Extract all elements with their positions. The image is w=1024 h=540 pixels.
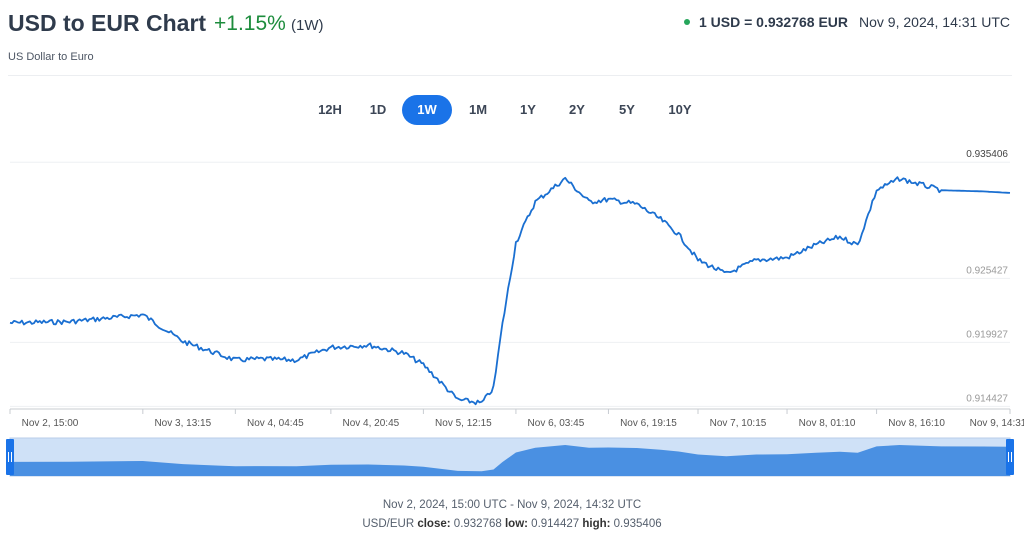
tab-1w[interactable]: 1W bbox=[402, 95, 452, 125]
x-tick-label: Nov 6, 19:15 bbox=[620, 418, 677, 429]
tab-10y[interactable]: 10Y bbox=[668, 102, 692, 117]
x-tick-label: Nov 8, 16:10 bbox=[888, 418, 945, 429]
rate-timestamp: Nov 9, 2024, 14:31 UTC bbox=[859, 14, 1010, 30]
tab-5y[interactable]: 5Y bbox=[619, 102, 635, 117]
page-subtitle: US Dollar to Euro bbox=[8, 51, 94, 63]
tab-12h[interactable]: 12H bbox=[318, 102, 342, 117]
rate-display: 1 USD = 0.932768 EUR Nov 9, 2024, 14:31 … bbox=[683, 14, 1010, 30]
close-value: 0.932768 bbox=[453, 518, 502, 530]
pair-label: USD/EUR bbox=[362, 518, 415, 530]
page-title: USD to EUR Chart bbox=[8, 10, 207, 36]
ohlc-summary: USD/EUR close: 0.932768 low: 0.914427 hi… bbox=[0, 518, 1024, 530]
current-rate: 1 USD = 0.932768 EUR bbox=[698, 14, 849, 30]
x-tick-label: Nov 6, 03:45 bbox=[528, 418, 585, 429]
low-value: 0.914427 bbox=[531, 518, 580, 530]
navigator-left-handle[interactable] bbox=[6, 439, 14, 475]
tab-1y[interactable]: 1Y bbox=[520, 102, 536, 117]
x-tick-label: Nov 4, 20:45 bbox=[343, 418, 400, 429]
tab-1d[interactable]: 1D bbox=[369, 102, 387, 117]
tab-2y[interactable]: 2Y bbox=[569, 102, 585, 117]
range-tabs: 12H 1D 1W 1M 1Y 2Y 5Y 10Y bbox=[306, 95, 708, 125]
price-chart[interactable]: 0.935406 0.925427 0.919927 0.914427 Nov 2, 1… bbox=[0, 145, 1024, 485]
live-status-icon bbox=[683, 19, 690, 25]
high-label: high: bbox=[582, 518, 611, 530]
x-tick-label: Nov 8, 01:10 bbox=[799, 418, 856, 429]
y-tick-label: 0.925427 bbox=[966, 265, 1008, 276]
y-tick-label: 0.919927 bbox=[966, 329, 1008, 340]
navigator-right-handle[interactable] bbox=[1006, 439, 1014, 475]
high-value: 0.935406 bbox=[613, 518, 662, 530]
series-line bbox=[9, 176, 1011, 406]
x-tick-label: Nov 5, 12:15 bbox=[435, 418, 492, 429]
range-summary: Nov 2, 2024, 15:00 UTC - Nov 9, 2024, 14… bbox=[382, 499, 642, 511]
tab-1m[interactable]: 1M bbox=[468, 102, 488, 117]
x-tick-label: Nov 3, 13:15 bbox=[154, 418, 211, 429]
y-tick-label: 0.935406 bbox=[966, 149, 1008, 160]
navigator-area bbox=[10, 445, 1010, 476]
x-tick-label: Nov 9, 14:31 bbox=[970, 418, 1024, 429]
close-label: close: bbox=[417, 518, 451, 530]
low-label: low: bbox=[504, 518, 528, 530]
y-tick-label: 0.914427 bbox=[966, 393, 1008, 404]
change-percent: +1.15% bbox=[214, 12, 286, 35]
period-label: (1W) bbox=[291, 17, 324, 34]
x-tick-label: Nov 2, 15:00 bbox=[22, 418, 79, 429]
header-divider bbox=[8, 75, 1012, 76]
x-tick-label: Nov 4, 04:45 bbox=[247, 418, 304, 429]
x-tick-label: Nov 7, 10:15 bbox=[710, 418, 767, 429]
